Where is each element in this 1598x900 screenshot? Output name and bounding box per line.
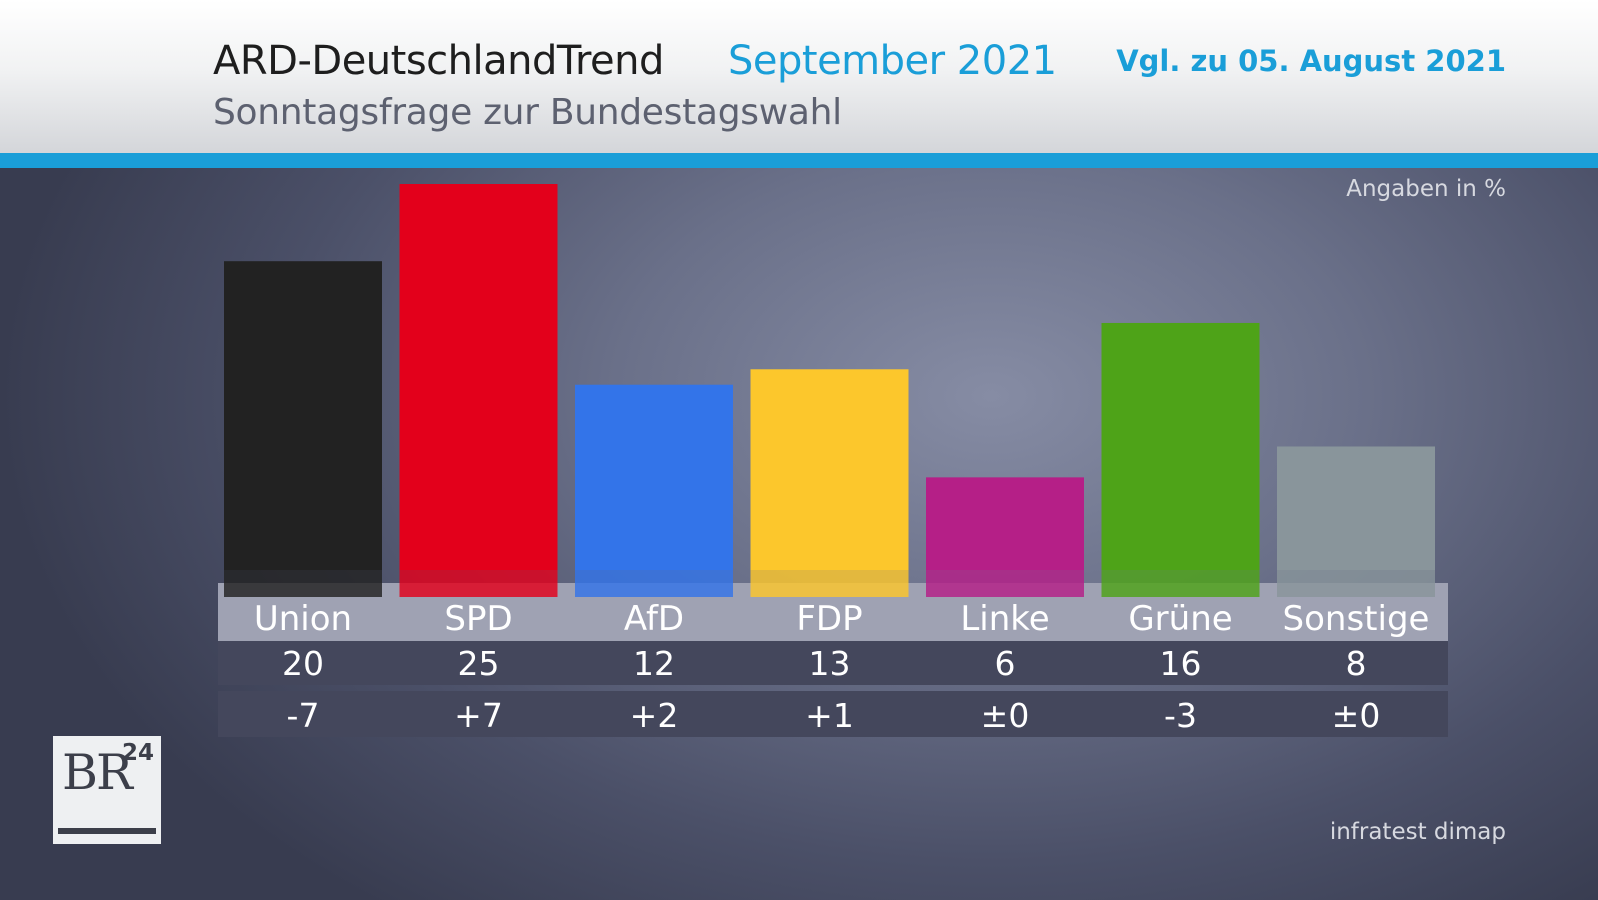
- value-label-sonstige: 8: [1346, 644, 1367, 683]
- value-label-gruene: 16: [1160, 644, 1202, 683]
- bar-linke: [926, 477, 1084, 570]
- unit-note: Angaben in %: [1346, 176, 1506, 202]
- bar-spd: [399, 184, 558, 570]
- change-label-sonstige: ±0: [1332, 696, 1381, 735]
- bar-union: [224, 261, 382, 570]
- chart-title: ARD-DeutschlandTrend: [213, 38, 664, 84]
- header-divider: [0, 153, 1598, 168]
- source-credit: infratest dimap: [1329, 819, 1506, 845]
- change-label-fdp: +1: [805, 696, 854, 735]
- change-label-spd: +7: [454, 696, 503, 735]
- change-label-linke: ±0: [981, 696, 1030, 735]
- bar-tab-spd: [399, 570, 558, 597]
- bar-tab-fdp: [750, 570, 909, 597]
- bar-sonstige: [1277, 446, 1435, 570]
- bar-tab-linke: [926, 570, 1084, 597]
- value-label-linke: 6: [995, 644, 1016, 683]
- bar-tab-gruene: [1101, 570, 1260, 597]
- category-label-fdp: FDP: [796, 599, 862, 639]
- value-label-afd: 12: [633, 644, 675, 683]
- chart-subtitle: Sonntagsfrage zur Bundestagswahl: [213, 92, 842, 133]
- comparison-date: Vgl. zu 05. August 2021: [1116, 44, 1506, 78]
- value-label-spd: 25: [458, 644, 500, 683]
- logo-letters: BR: [62, 744, 133, 801]
- bar-afd: [575, 384, 733, 570]
- category-label-linke: Linke: [960, 599, 1049, 639]
- category-label-gruene: Grüne: [1128, 599, 1232, 639]
- category-label-sonstige: Sonstige: [1283, 599, 1430, 639]
- bar-tab-sonstige: [1277, 570, 1435, 597]
- category-label-spd: SPD: [444, 599, 512, 639]
- survey-month: September 2021: [728, 38, 1057, 84]
- bar-fdp: [750, 369, 909, 570]
- value-row: [218, 641, 1448, 685]
- change-label-afd: +2: [630, 696, 679, 735]
- value-label-fdp: 13: [809, 644, 851, 683]
- bar-tab-afd: [575, 570, 733, 597]
- br24-logo: BR 24: [53, 736, 161, 844]
- bars: [224, 184, 1435, 597]
- change-label-gruene: -3: [1164, 696, 1197, 735]
- bar-tab-union: [224, 570, 382, 597]
- logo-number: 24: [122, 740, 155, 766]
- logo-underline: [58, 828, 156, 834]
- bar-gruene: [1101, 322, 1260, 570]
- change-row: [218, 691, 1448, 737]
- value-label-union: 20: [282, 644, 324, 683]
- category-label-afd: AfD: [624, 599, 684, 639]
- labels: Union 20 -7 SPD 25 +7 AfD 12 +2 FDP 13 +1 Linke 6 ±0 Gr…: [254, 599, 1430, 735]
- header-panel: ARD-DeutschlandTrend September 2021 Sonn…: [0, 0, 1598, 155]
- category-label-union: Union: [254, 599, 352, 639]
- change-label-union: -7: [287, 696, 320, 735]
